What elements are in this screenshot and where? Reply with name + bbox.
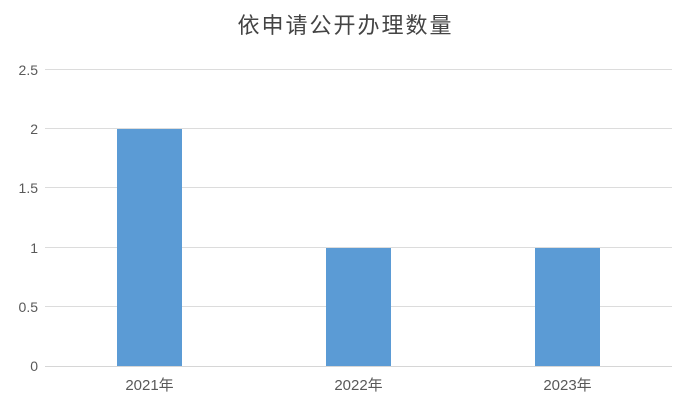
bar-slot	[463, 70, 672, 366]
y-tick-label: 0.5	[18, 298, 38, 315]
y-axis: 0 0.5 1 1.5 2 2.5	[0, 63, 38, 373]
x-tick-label: 2022年	[334, 377, 383, 394]
bar-2023年	[535, 247, 600, 366]
bar-2021年	[117, 129, 182, 366]
bar-slot	[254, 70, 463, 366]
chart-title: 依申请公开办理数量	[237, 13, 454, 38]
plot-area	[45, 69, 672, 367]
y-tick-label: 0	[30, 358, 38, 374]
y-tick-label: 1	[30, 239, 38, 256]
gridline	[45, 187, 672, 189]
x-tick-label: 2021年	[125, 377, 174, 394]
gridline	[45, 246, 672, 248]
y-tick-label: 2.5	[18, 62, 38, 78]
x-axis: 2021年 2022年 2023年	[45, 374, 672, 398]
gridline	[45, 128, 672, 130]
x-tick-label: 2023年	[543, 377, 592, 394]
bar-slot	[45, 70, 254, 366]
bar-2022年	[326, 247, 391, 366]
y-tick-label: 1.5	[18, 180, 38, 197]
gridline	[45, 69, 672, 70]
y-tick-label: 2	[30, 121, 38, 138]
